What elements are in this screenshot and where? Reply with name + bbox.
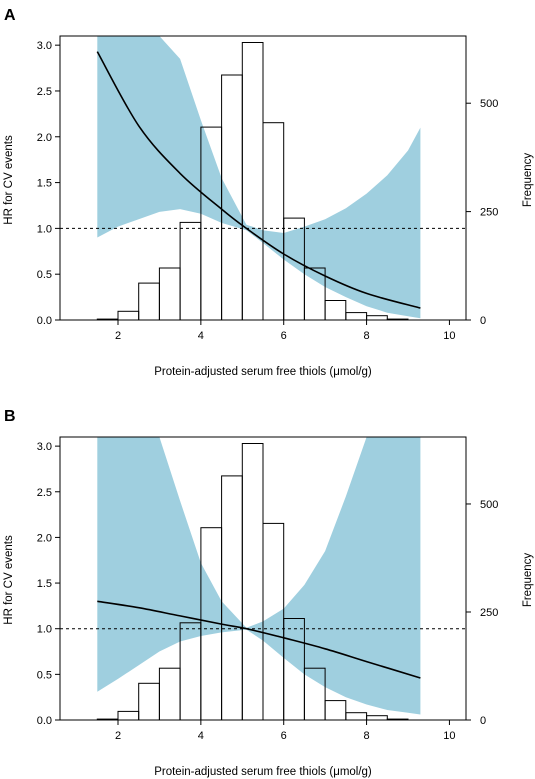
panel-b-histogram-bar xyxy=(283,618,305,721)
panel-a-ci-band xyxy=(97,36,421,319)
panel-a-histogram-bar xyxy=(303,267,326,321)
panel-b-plot-frame xyxy=(59,436,467,721)
panel-a: A 0.0 0.5 1.0 1.5 2.0 2.5 3.0 0 250 500 2 4 6 8 10 Pro… xyxy=(3,7,534,378)
panel-b-x-tick-label: 10 xyxy=(443,730,455,742)
panel-a-x-tick-label: 8 xyxy=(364,330,370,342)
panel-b-histogram-bar xyxy=(221,475,243,721)
panel-a-histogram-bar xyxy=(158,267,181,321)
panel-a-y2-tick-label: 500 xyxy=(480,98,498,110)
panel-a-x-axis-title: Protein-adjusted serum free thiols (μmol… xyxy=(154,366,372,378)
panel-b-x-tick-label: 8 xyxy=(364,730,370,742)
panel-b-histogram-bar xyxy=(262,522,285,721)
panel-a-histogram-bar xyxy=(366,315,388,321)
panel-b-y-tick-label: 2.0 xyxy=(37,532,52,544)
panel-a-y-tick-label: 0.5 xyxy=(37,269,52,281)
panel-b: B 0.0 0.5 1.0 1.5 2.0 2.5 3.0 0 250 500 2 4 6 8 10 Pro… xyxy=(3,408,534,778)
panel-a-histogram-bar xyxy=(324,300,347,321)
panel-a-histogram-bar xyxy=(117,310,140,321)
panel-a-histogram-bar xyxy=(241,42,264,321)
panel-a-y2-tick-label: 0 xyxy=(480,315,486,327)
panel-a-plot-frame xyxy=(59,35,467,321)
panel-a-histogram-bar xyxy=(179,221,202,321)
panel-a-histogram-bar xyxy=(200,126,223,321)
panel-b-y2-tick-label: 500 xyxy=(480,499,498,511)
panel-b-hr-curve xyxy=(97,600,421,679)
panel-a-y-tick-label: 1.5 xyxy=(37,178,52,190)
panel-b-histogram-bar xyxy=(138,682,160,721)
panel-b-letter: B xyxy=(4,408,16,425)
panel-b-y-tick-label: 1.0 xyxy=(37,624,52,636)
panel-a-x-tick-label: 6 xyxy=(281,330,287,342)
panel-b-x-axis-title: Protein-adjusted serum free thiols (μmol… xyxy=(154,766,372,778)
panel-b-histogram-bar xyxy=(179,622,202,721)
panel-a-y-tick-label: 2.0 xyxy=(37,132,52,144)
panel-b-x-tick-label: 2 xyxy=(115,730,121,742)
panel-a-histogram-bar xyxy=(221,74,243,321)
panel-b-y-tick-label: 3.0 xyxy=(37,441,52,453)
panel-b-y-tick-label: 0.0 xyxy=(37,715,52,727)
panel-b-x-tick-label: 4 xyxy=(198,730,204,742)
panel-b-x-tick-label: 6 xyxy=(281,730,287,742)
panel-a-histogram-bar xyxy=(345,312,368,321)
panel-a-x-tick-label: 2 xyxy=(115,330,121,342)
panel-b-y-tick-label: 2.5 xyxy=(37,487,52,499)
panel-a-y-tick-label: 1.0 xyxy=(37,223,52,235)
panel-a-letter: A xyxy=(4,7,16,24)
panel-a-y2-tick-label: 250 xyxy=(480,207,498,219)
panel-a-x-tick-label: 4 xyxy=(198,330,204,342)
panel-b-y2-axis-title: Frequency xyxy=(522,553,534,608)
panel-b-y2-tick-label: 250 xyxy=(480,607,498,619)
panel-a-y-tick-label: 0.0 xyxy=(37,315,52,327)
panel-a-hr-curve xyxy=(96,51,421,309)
panel-b-histogram-bar xyxy=(366,715,388,721)
panel-a-histogram-bar xyxy=(262,122,285,321)
panel-b-y-tick-label: 0.5 xyxy=(37,669,52,681)
panel-a-histogram-bar xyxy=(138,282,160,321)
panel-b-histogram-bar xyxy=(345,712,368,721)
panel-b-y-axis-title: HR for CV events xyxy=(3,535,15,625)
panel-b-histogram-bar xyxy=(117,710,140,721)
panel-b-histogram-bar xyxy=(241,443,264,721)
panel-a-histogram-bar xyxy=(283,217,305,321)
panel-b-histogram-bar xyxy=(324,700,347,721)
panel-a-y-axis-title: HR for CV events xyxy=(3,135,15,225)
panel-b-histogram-bar xyxy=(303,667,326,721)
panel-b-ci-band xyxy=(97,437,421,715)
panel-b-histogram-bar xyxy=(158,667,181,721)
panel-b-y2-tick-label: 0 xyxy=(480,715,486,727)
panel-b-y-tick-label: 1.5 xyxy=(37,578,52,590)
panel-a-y2-axis-title: Frequency xyxy=(522,153,534,208)
panel-a-y-tick-label: 2.5 xyxy=(37,86,52,98)
panel-a-x-tick-label: 10 xyxy=(443,330,455,342)
panel-a-y-tick-label: 3.0 xyxy=(37,40,52,52)
